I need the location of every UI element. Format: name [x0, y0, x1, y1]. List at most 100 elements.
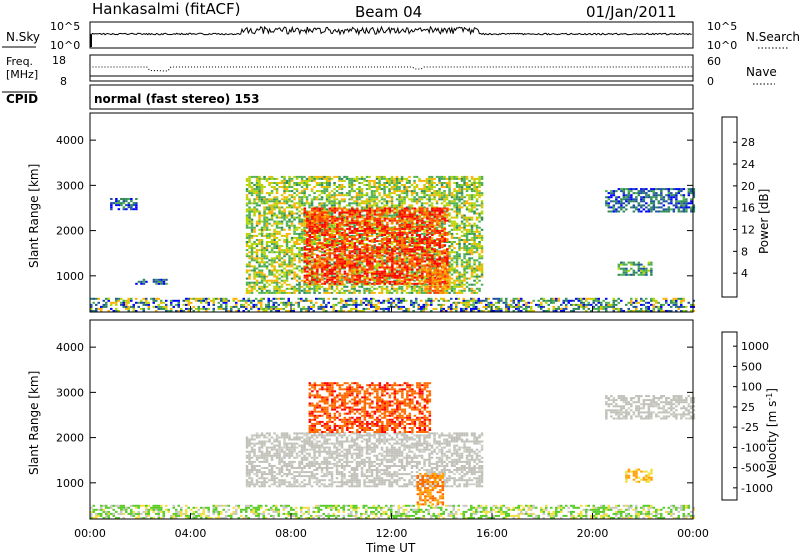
heatmap-cell [291, 225, 294, 227]
heatmap-cell [432, 265, 435, 267]
heatmap-cell [293, 202, 296, 204]
heatmap-cell [334, 210, 337, 212]
heatmap-cell [426, 230, 429, 232]
heatmap-cell [263, 235, 266, 237]
heatmap-cell [313, 243, 316, 245]
heatmap-cell [431, 186, 434, 188]
heatmap-cell [321, 263, 324, 265]
heatmap-cell [429, 226, 432, 228]
heatmap-cell [463, 270, 466, 272]
heatmap-cell [448, 241, 451, 243]
heatmap-cell [293, 243, 296, 245]
heatmap-cell [331, 222, 334, 224]
heatmap-cell [398, 182, 401, 184]
heatmap-cell [434, 272, 437, 274]
heatmap-cell [278, 227, 281, 229]
heatmap-cell [374, 250, 377, 252]
heatmap-cell [278, 265, 281, 267]
heatmap-cell [421, 290, 424, 292]
heatmap-cell [261, 188, 264, 190]
heatmap-cell [331, 216, 334, 218]
heatmap-cell [286, 200, 289, 202]
heatmap-cell [376, 204, 379, 206]
heatmap-cell [473, 251, 476, 253]
heatmap-cell [248, 265, 251, 267]
heatmap-cell [283, 239, 286, 241]
heatmap-cell [258, 176, 261, 178]
heatmap-cell [411, 222, 414, 224]
heatmap-cell [448, 202, 451, 204]
heatmap-cell [314, 218, 317, 220]
heatmap-cell [263, 200, 266, 202]
heatmap-cell [344, 238, 347, 240]
heatmap-cell [424, 250, 427, 252]
heatmap-cell [419, 238, 422, 240]
heatmap-cell [373, 184, 376, 186]
heatmap-cell [458, 225, 461, 227]
heatmap-cell [271, 200, 274, 202]
heatmap-cell [339, 228, 342, 230]
heatmap-cell [246, 272, 249, 274]
heatmap-cell [466, 229, 469, 231]
heatmap-cell [366, 194, 369, 196]
heatmap-cell [461, 227, 464, 229]
heatmap-cell [421, 271, 424, 273]
heatmap-cell [356, 277, 359, 279]
heatmap-cell [353, 255, 356, 257]
heatmap-cell [438, 180, 441, 182]
heatmap-cell [386, 200, 389, 202]
heatmap-cell [268, 290, 271, 292]
heatmap-cell [456, 257, 459, 259]
heatmap-cell [329, 210, 332, 212]
heatmap-cell [359, 230, 362, 232]
heatmap-cell [381, 281, 384, 283]
heatmap-cell [329, 273, 332, 275]
heatmap-cell [463, 243, 466, 245]
heatmap-cell [258, 263, 261, 265]
heatmap-cell [383, 215, 386, 217]
heatmap-cell [466, 286, 469, 288]
heatmap-cell [248, 284, 251, 286]
heatmap-cell [451, 259, 454, 261]
heatmap-cell [404, 248, 407, 250]
heatmap-cell [314, 260, 317, 262]
heatmap-cell [248, 202, 251, 204]
heatmap-cell [476, 247, 479, 249]
heatmap-cell [439, 230, 442, 232]
heatmap-cell [623, 268, 626, 270]
heatmap-cell [246, 245, 249, 247]
heatmap-cell [468, 217, 471, 219]
heatmap-cell [458, 274, 461, 276]
heatmap-cell [423, 217, 426, 219]
heatmap-cell [356, 222, 359, 224]
heatmap-cell [273, 231, 276, 233]
heatmap-cell [336, 265, 339, 267]
heatmap-cell [399, 232, 402, 234]
heatmap-cell [334, 281, 337, 283]
heatmap-cell [276, 286, 279, 288]
heatmap-cell [306, 198, 309, 200]
heatmap-cell [291, 278, 294, 280]
heatmap-cell [446, 178, 449, 180]
heatmap-cell [461, 198, 464, 200]
heatmap-cell [369, 218, 372, 220]
heatmap-cell [251, 221, 254, 223]
heatmap-cell [346, 238, 349, 240]
heatmap-cell [358, 202, 361, 204]
heatmap-cell [326, 218, 329, 220]
heatmap-cell [439, 282, 442, 284]
heatmap-cell [248, 198, 251, 200]
heatmap-cell [304, 240, 307, 242]
heatmap-cell [416, 198, 419, 200]
heatmap-cell [368, 180, 371, 182]
heatmap-cell [476, 292, 479, 294]
heatmap-cell [253, 200, 256, 202]
heatmap-cell [376, 188, 379, 190]
heatmap-cell [418, 292, 421, 294]
heatmap-cell [369, 254, 372, 256]
heatmap-cell [281, 215, 284, 217]
heatmap-cell [471, 188, 474, 190]
heatmap-cell [421, 212, 424, 214]
heatmap-cell [338, 176, 341, 178]
